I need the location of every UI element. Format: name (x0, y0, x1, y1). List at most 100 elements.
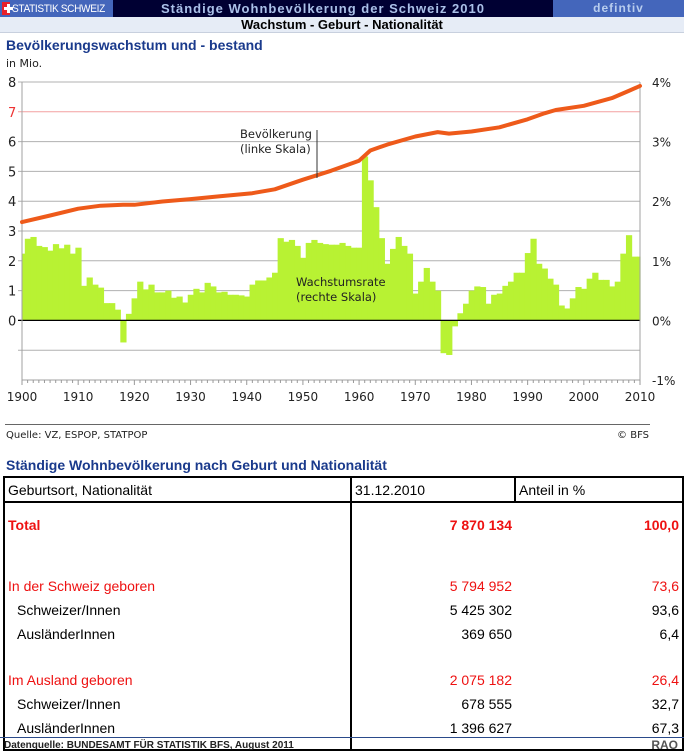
row-label: Schweizer/Innen (4, 598, 352, 622)
growth-bar (249, 284, 256, 321)
growth-bar (142, 289, 150, 321)
growth-bar (423, 267, 430, 321)
left-tick-label: 8 (8, 76, 16, 91)
growth-bar (637, 256, 641, 321)
growth-bar (614, 281, 621, 321)
growth-bar (620, 253, 627, 321)
table-spacer (4, 740, 683, 750)
growth-bar (373, 207, 380, 321)
right-tick-label: 1% (652, 255, 671, 269)
growth-bar (395, 236, 402, 321)
brand-name: STATISTIK SCHWEIZ (12, 2, 105, 15)
growth-bar (513, 272, 520, 321)
growth-bar (575, 287, 582, 321)
growth-bar (58, 248, 65, 321)
x-tick-label: 1950 (288, 390, 319, 404)
row-share: 67,3 (651, 720, 679, 736)
growth-bar (159, 292, 166, 321)
x-tick-label: 1970 (400, 390, 431, 404)
row-value: 5 794 952 (449, 578, 512, 594)
growth-bar (479, 287, 487, 321)
top-bar: STATISTIK SCHWEIZ Ständige Wohnbevölkeru… (0, 0, 684, 17)
growth-bar (530, 238, 537, 321)
growth-bar (64, 244, 71, 321)
right-tick-label: 4% (652, 76, 671, 90)
brand-logo: STATISTIK SCHWEIZ (0, 0, 113, 17)
growth-bar (384, 263, 391, 321)
growth-bar (536, 263, 543, 321)
row-value: 7 870 134 (449, 516, 512, 533)
left-tick-label: 3 (8, 225, 16, 240)
growth-bar (474, 286, 481, 321)
growth-bar (541, 268, 548, 321)
right-tick-label: -1% (652, 374, 675, 388)
growth-bar (176, 296, 183, 321)
growth-bar (412, 293, 419, 321)
growth-bar (524, 253, 532, 321)
growth-bar (581, 288, 588, 321)
growth-bar (69, 253, 76, 321)
population-table: Geburtsort, Nationalität 31.12.2010 Ante… (3, 476, 684, 751)
left-tick-label: 1 (8, 285, 16, 300)
growth-bar (86, 277, 93, 321)
growth-bar (519, 272, 526, 321)
growth-bar (418, 281, 425, 321)
growth-bar (52, 244, 60, 321)
growth-annotation: Wachstumsrate (296, 275, 386, 289)
table-spacer (4, 646, 683, 668)
growth-bar (120, 320, 127, 343)
growth-bar (288, 239, 296, 321)
table-row: Schweizer/Innen 678 555 32,7 (4, 692, 683, 716)
growth-bar (131, 298, 138, 321)
footer-source: Datenquelle: BUNDESAMT FÜR STATISTIK BFS… (4, 740, 294, 751)
growth-bar (210, 286, 217, 321)
row-share: 93,6 (651, 602, 679, 618)
growth-bar (389, 248, 397, 321)
row-value: 369 650 (461, 626, 512, 642)
growth-bar (507, 281, 515, 321)
growth-bar (221, 291, 228, 321)
growth-bar (558, 305, 565, 321)
table-row-born-switzerland: In der Schweiz geboren 5 794 952 73,6 (4, 574, 683, 598)
growth-bar (272, 272, 279, 321)
growth-bar (260, 280, 267, 321)
growth-bar (367, 180, 374, 321)
growth-bar (378, 238, 385, 321)
table-spacer (4, 546, 683, 574)
growth-bar (148, 284, 155, 321)
x-tick-label: 2010 (625, 390, 656, 404)
row-value: 1 396 627 (449, 720, 512, 736)
chart-source: Quelle: VZ, ESPOP, STATPOP (6, 430, 148, 441)
x-tick-label: 1910 (63, 390, 94, 404)
growth-bar (238, 295, 245, 321)
chart-copyright: © BFS (617, 430, 649, 441)
growth-bar (502, 285, 509, 321)
growth-bar (24, 238, 32, 321)
growth-bar (198, 292, 206, 321)
column-header-date: 31.12.2010 (350, 476, 516, 503)
status-badge: defintiv (553, 0, 684, 17)
growth-bar (429, 281, 436, 321)
column-header-share: Anteil in % (514, 476, 684, 503)
chart-title: Bevölkerungswachstum und - bestand (6, 37, 263, 53)
x-tick-label: 1930 (175, 390, 206, 404)
left-tick-label: 5 (8, 165, 16, 180)
growth-bar (496, 293, 503, 321)
page-title: Ständige Wohnbevölkerung der Schweiz 201… (161, 1, 485, 16)
table-row: AusländerInnen 1 396 627 67,3 (4, 716, 683, 740)
table-row: AusländerInnen 369 650 6,4 (4, 622, 683, 646)
table-row-total: Total 7 870 134 100,0 (4, 502, 683, 546)
growth-bar (294, 245, 301, 321)
growth-bar (625, 235, 633, 321)
growth-bar (631, 256, 638, 321)
x-tick-label: 1900 (7, 390, 38, 404)
row-share: 32,7 (651, 696, 679, 712)
growth-bar (243, 296, 251, 321)
table-title: Ständige Wohnbevölkerung nach Geburt und… (6, 457, 387, 473)
growth-bar (322, 244, 329, 321)
table-row: Schweizer/Innen 5 425 302 93,6 (4, 598, 683, 622)
left-tick-label: 2 (8, 255, 16, 270)
x-tick-label: 2000 (569, 390, 600, 404)
x-tick-label: 1920 (119, 390, 150, 404)
population-line (20, 83, 642, 225)
